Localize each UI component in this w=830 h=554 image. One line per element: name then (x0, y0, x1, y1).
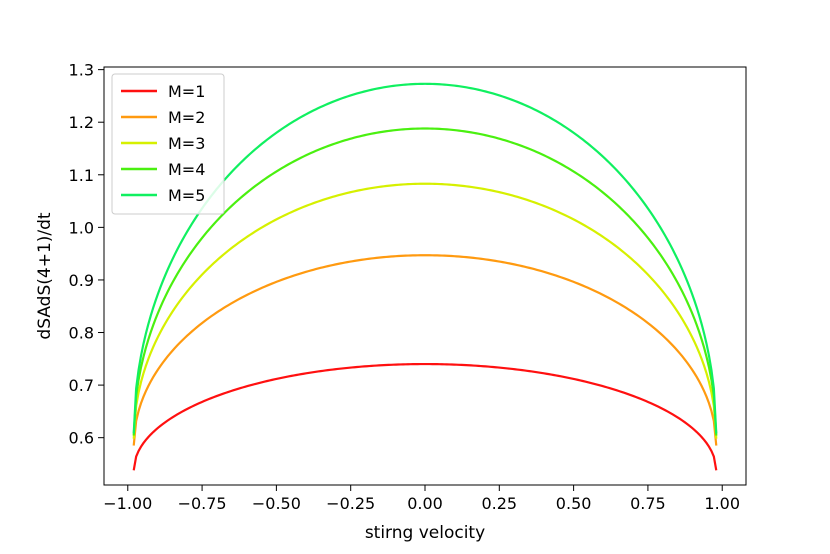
y-tick-label: 1.3 (69, 61, 94, 80)
y-tick-label: 0.7 (69, 376, 94, 395)
y-tick-label: 1.2 (69, 113, 94, 132)
x-tick-label: 1.00 (704, 494, 740, 513)
series-layer (132, 82, 718, 471)
x-tick-label: 0.50 (556, 494, 592, 513)
x-tick-label: 0.75 (630, 494, 666, 513)
legend-label: M=2 (168, 108, 205, 127)
x-axis: −1.00 −0.75 −0.50 −0.25 0.00 0.25 0.50 0.75 1.00 (103, 485, 740, 513)
x-tick-label: −1.00 (103, 494, 152, 513)
x-tick-label: −0.25 (326, 494, 375, 513)
series-line-m2 (132, 254, 718, 446)
legend-label: M=1 (168, 82, 205, 101)
legend-label: M=5 (168, 186, 205, 205)
legend-box (111, 73, 225, 215)
y-axis-label: dSAdS(4+1)/dt (35, 212, 55, 339)
legend-label: M=3 (168, 134, 205, 153)
series-line-m1 (132, 362, 718, 471)
legend: M=1 M=2 M=3 M=4 M=5 (111, 73, 225, 215)
series-line-m4 (132, 127, 718, 436)
legend-label: M=4 (168, 160, 205, 179)
x-axis-label: stirng velocity (365, 523, 485, 543)
y-tick-label: 1.1 (69, 166, 94, 185)
y-tick-label: 0.6 (69, 429, 94, 448)
y-tick-label: 0.9 (69, 271, 94, 290)
x-tick-label: 0.25 (481, 494, 517, 513)
y-axis: 0.6 0.7 0.8 0.9 1.0 1.1 1.2 1.3 (69, 61, 104, 448)
series-line-m5 (132, 82, 718, 434)
x-tick-label: −0.50 (252, 494, 301, 513)
series-line-m3 (132, 182, 718, 439)
x-tick-label: −0.75 (178, 494, 227, 513)
x-tick-label: 0.00 (407, 494, 443, 513)
y-tick-label: 1.0 (69, 218, 94, 237)
y-tick-label: 0.8 (69, 324, 94, 343)
